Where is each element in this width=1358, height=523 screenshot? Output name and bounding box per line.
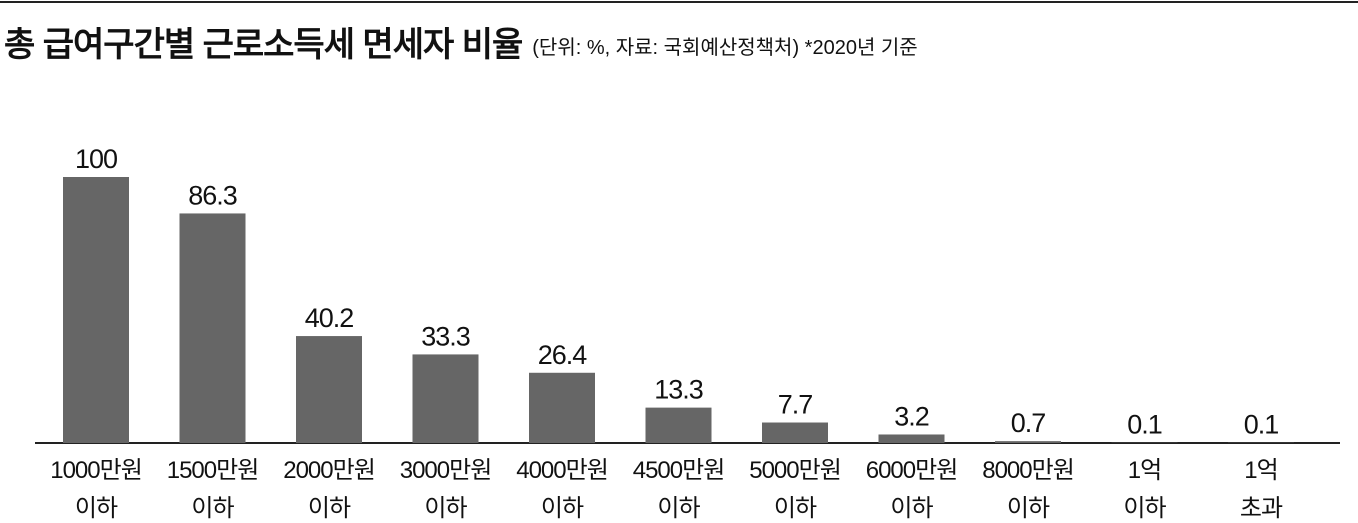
value-label: 13.3 (654, 375, 703, 405)
value-label: 26.4 (538, 340, 588, 370)
bar (179, 213, 246, 443)
bar (412, 354, 479, 443)
x-tick-label-line: 1000만원 (50, 457, 142, 484)
chart-subtitle: (단위: %, 자료: 국회예산정책처) *2020년 기준 (532, 36, 917, 59)
x-tick-label-line: 이하 (890, 495, 933, 522)
x-tick-label-line: 4000만원 (516, 457, 608, 484)
value-label: 7.7 (778, 390, 813, 420)
x-tick-label-line: 5000만원 (749, 457, 841, 484)
x-tick-label-line: 이하 (1007, 495, 1050, 522)
x-tick-label-line: 이하 (308, 495, 351, 522)
x-tick-label-line: 초과 (1240, 495, 1283, 522)
value-label: 100 (75, 144, 117, 174)
x-tick-label-line: 이하 (191, 495, 234, 522)
x-tick-label-line: 1억 (1244, 457, 1277, 484)
value-label: 0.1 (1127, 410, 1162, 440)
x-tick-label-line: 4500만원 (633, 457, 725, 484)
x-tick-label-line: 이하 (657, 495, 700, 522)
bar (762, 422, 828, 443)
bar (995, 441, 1061, 443)
chart-title: 총 급여구간별 근로소득세 면세자 비율 (4, 26, 523, 64)
x-tick-label-line: 이하 (1123, 495, 1166, 522)
bar (63, 177, 129, 443)
x-tick-label-line: 이하 (424, 495, 467, 522)
value-label: 40.2 (305, 303, 354, 333)
x-tick-label-line: 이하 (75, 495, 118, 522)
bar (529, 372, 595, 443)
value-label: 0.7 (1011, 408, 1046, 438)
value-label: 86.3 (188, 180, 237, 210)
value-label: 0.1 (1244, 410, 1279, 440)
x-tick-label-line: 6000만원 (866, 457, 958, 484)
bar (878, 434, 945, 443)
x-tick-label-line: 8000만원 (982, 457, 1074, 484)
x-tick-label-line: 2000만원 (283, 457, 375, 484)
x-tick-label-line: 1500만원 (167, 457, 259, 484)
x-tick-label-line: 이하 (541, 495, 584, 522)
value-label: 3.2 (894, 401, 929, 431)
x-tick-label-line: 3000만원 (400, 457, 492, 484)
bar (645, 407, 712, 443)
x-tick-label-line: 이하 (774, 495, 817, 522)
bar (296, 336, 362, 443)
x-tick-label-line: 1억 (1128, 457, 1161, 484)
value-label: 33.3 (421, 321, 470, 351)
